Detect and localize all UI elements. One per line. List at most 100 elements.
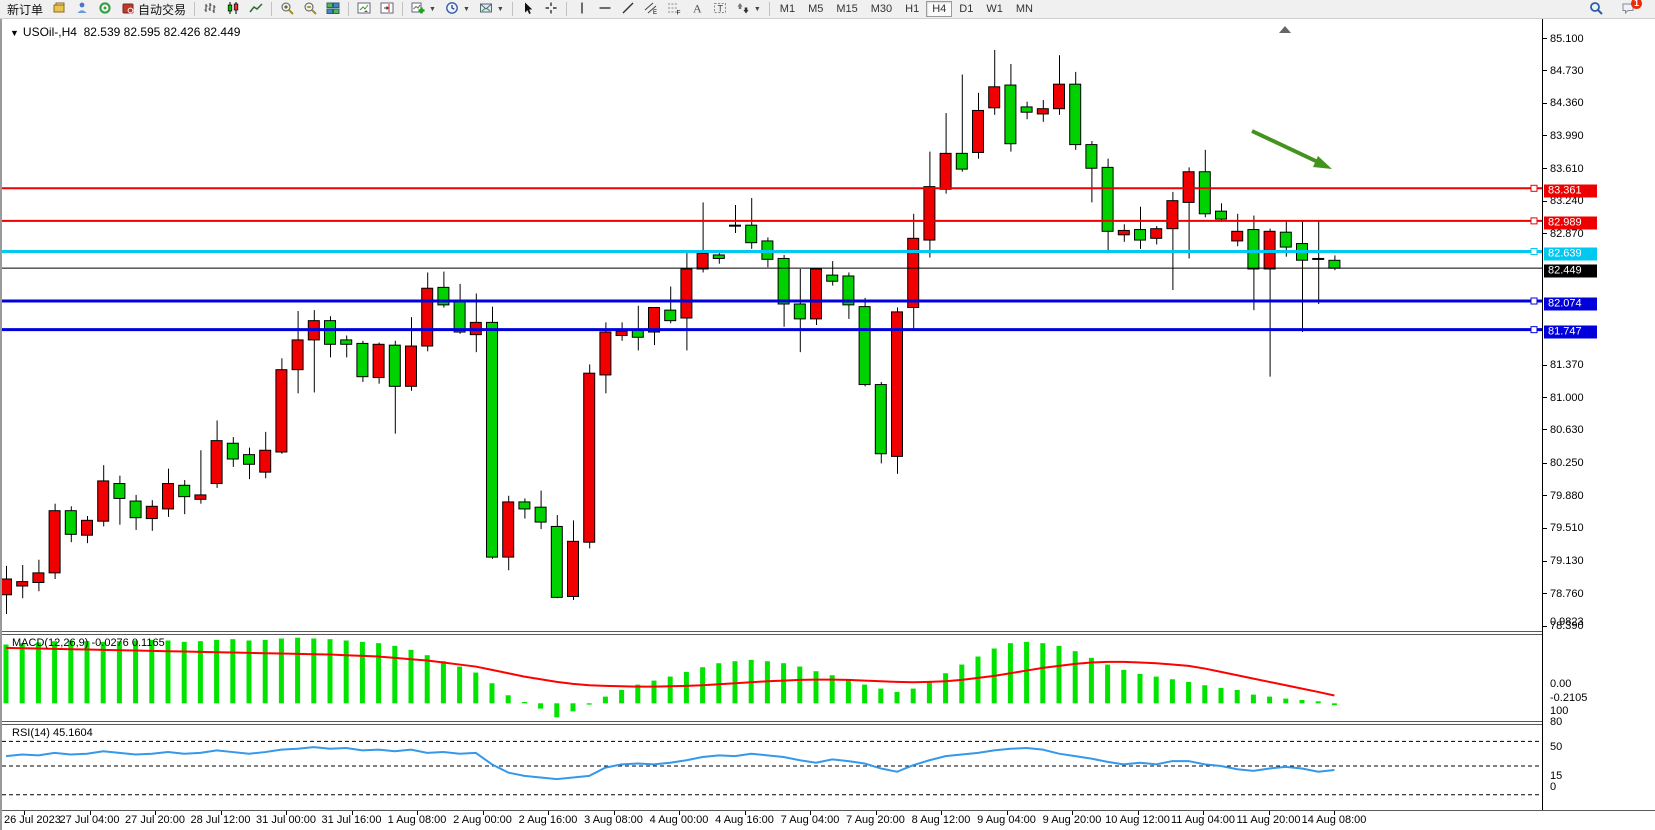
timeframe-button-m1[interactable]: M1 (779, 3, 796, 15)
chat-button[interactable]: 1 (1617, 0, 1642, 20)
timeframe-button-w1[interactable]: W1 (986, 3, 1003, 15)
macd-histogram-bar (116, 641, 122, 704)
toolbar-button-auto-scroll[interactable] (353, 0, 375, 20)
toolbar-button-trendline[interactable] (617, 0, 639, 20)
toolbar-button-fibonacci[interactable]: F (663, 0, 685, 20)
toolbar-button-vertical-line[interactable] (571, 0, 593, 20)
macd-histogram-bar (246, 640, 252, 704)
toolbar-button-arrows[interactable]: ▼ (732, 0, 765, 20)
toolbar-button-zoom-out[interactable] (299, 0, 321, 20)
timeframe-button-h1[interactable]: H1 (905, 3, 920, 15)
toolbar-button-bars-chart[interactable] (199, 0, 221, 20)
macd-histogram-bar (619, 689, 625, 704)
candle-body (48, 510, 61, 574)
time-label: 2 Aug 00:00 (453, 814, 512, 826)
chart-shift-icon (380, 1, 394, 18)
price-tick (1543, 527, 1547, 529)
macd-histogram-bar (197, 641, 203, 704)
toolbar-button-text-label[interactable]: T (709, 0, 731, 20)
macd-histogram-bar (408, 649, 414, 704)
rsi-axis-label: 80 (1550, 716, 1563, 729)
line-handle[interactable] (1530, 217, 1538, 225)
time-tick (89, 811, 91, 815)
timeframe-button-d1[interactable]: D1 (959, 3, 974, 15)
toolbar-button-tile-windows[interactable] (322, 0, 344, 20)
arrow-annotation-head[interactable] (1313, 156, 1332, 169)
macd-pane[interactable] (2, 635, 1543, 721)
chart-window: ▼ USOil-,H4 82.539 82.595 82.426 82.449 M… (0, 19, 1655, 830)
toolbar-button-zoom-in[interactable] (276, 0, 298, 20)
chart-shift-marker[interactable] (1279, 26, 1291, 33)
level-price-label: 83.361 (1544, 184, 1597, 198)
time-tick (286, 811, 287, 815)
timeframe-button-m15[interactable]: M15 (836, 3, 858, 15)
macd-histogram-bar (68, 640, 74, 704)
toolbar-button-chart-shift[interactable] (376, 0, 398, 20)
time-tick (24, 811, 25, 815)
bars-chart-icon (203, 1, 217, 18)
toolbar-button-auto-trading[interactable]: 自动交易 (117, 0, 190, 20)
toolbar-button-navigator[interactable] (94, 0, 116, 20)
macd-histogram-bar (424, 655, 430, 704)
toolbar-button-line-chart[interactable] (245, 0, 267, 20)
rsi-pane[interactable] (2, 725, 1543, 810)
time-label: 27 Jul 20:00 (125, 814, 185, 826)
macd-histogram-bar (505, 695, 511, 704)
timeframe-button-h4[interactable]: H4 (926, 1, 953, 17)
toolbar-button-text[interactable]: A (686, 0, 708, 20)
candle-body (259, 449, 272, 473)
toolbar-separator (511, 2, 513, 16)
macd-histogram-bar (440, 661, 446, 704)
price-tick (1543, 560, 1547, 562)
pane-separator-macd[interactable] (2, 631, 1655, 635)
toolbar-button-equidistant-channel[interactable]: E (640, 0, 662, 20)
vertical-line-icon (575, 1, 589, 18)
toolbar-button-chart-window[interactable] (48, 0, 70, 20)
price-tick (1543, 429, 1547, 431)
macd-histogram-bar (683, 671, 689, 704)
toolbar-button-new-order[interactable]: 新订单 (3, 0, 47, 20)
price-tick-label: 78.760 (1550, 587, 1584, 600)
macd-histogram-bar (959, 664, 965, 704)
candle-body (2, 578, 12, 596)
toolbar-button-templates[interactable]: ▼ (475, 0, 508, 20)
timeframe-button-mn[interactable]: MN (1015, 3, 1033, 15)
toolbar-button-periods[interactable]: ▼ (441, 0, 474, 20)
line-handle[interactable] (1530, 248, 1538, 256)
candle-body (810, 268, 822, 320)
toolbar-separator (402, 2, 404, 16)
price-tick-label: 83.610 (1550, 162, 1584, 175)
toolbar-button-crosshair[interactable] (540, 0, 562, 20)
macd-histogram-bar (845, 679, 851, 704)
macd-histogram-bar (1088, 657, 1094, 704)
macd-histogram-bar (894, 691, 900, 704)
candle-body (1101, 166, 1114, 232)
toolbar-button-add-indicator[interactable]: ▼ (407, 0, 440, 20)
price-chart-pane[interactable] (2, 19, 1543, 631)
line-handle[interactable] (1530, 297, 1538, 305)
macd-histogram-bar (878, 688, 884, 704)
toolbar-button-market-watch[interactable] (71, 0, 93, 20)
line-handle[interactable] (1530, 184, 1538, 192)
arrow-annotation[interactable] (1251, 129, 1321, 165)
toolbar-button-horizontal-line[interactable] (594, 0, 616, 20)
search-button[interactable] (1585, 0, 1607, 20)
collapse-triangle-icon[interactable]: ▼ (10, 28, 19, 38)
toolbar-button-candles-chart[interactable] (222, 0, 244, 20)
arrows-icon (736, 1, 750, 18)
macd-histogram-bar (521, 701, 527, 704)
time-tick (417, 811, 418, 815)
timeframe-button-m30[interactable]: M30 (870, 3, 893, 15)
pane-separator-rsi[interactable] (2, 721, 1655, 725)
macd-histogram-bar (1202, 685, 1208, 704)
timeframe-button-m5[interactable]: M5 (808, 3, 824, 15)
time-tick (810, 811, 811, 815)
macd-axis-label: 0.9823 (1550, 616, 1584, 628)
macd-histogram-bar (19, 643, 25, 704)
toolbar-button-cursor[interactable] (517, 0, 539, 20)
line-handle[interactable] (1530, 326, 1538, 334)
macd-histogram-bar (100, 641, 106, 704)
macd-axis-label: 0.00 (1550, 678, 1572, 691)
macd-histogram-bar (133, 640, 139, 704)
candle-body (534, 506, 547, 523)
